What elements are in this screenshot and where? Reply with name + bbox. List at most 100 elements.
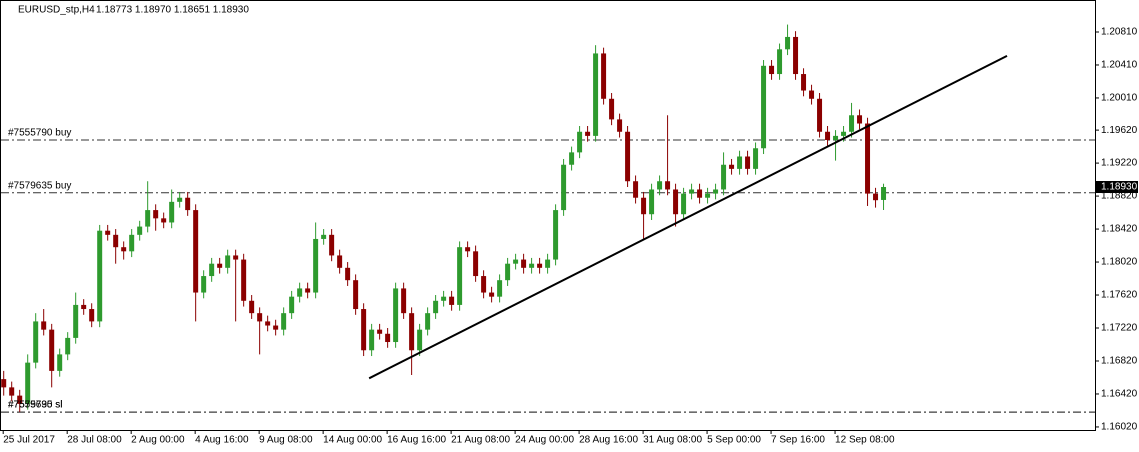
x-tick-label: 24 Aug 00:00 — [515, 435, 574, 446]
candle-body — [569, 152, 575, 165]
candle-body — [593, 53, 599, 136]
candle-body — [1, 379, 7, 388]
candle-body — [281, 313, 287, 330]
candle-body — [545, 259, 551, 268]
candle-body — [809, 90, 815, 99]
y-tick-label: 1.20810 — [1101, 27, 1138, 38]
candle-body — [249, 300, 255, 314]
candle-body — [577, 131, 583, 153]
candle-body — [25, 362, 31, 404]
candle-body — [225, 255, 231, 268]
candle-body — [641, 197, 647, 215]
candle-body — [505, 263, 511, 281]
candle-body — [161, 218, 167, 223]
candle-body — [201, 276, 207, 293]
y-tick-label: 1.18820 — [1101, 191, 1138, 202]
y-tick-label: 1.18420 — [1101, 224, 1138, 235]
candle-body — [121, 247, 127, 252]
candle-body — [209, 263, 215, 277]
candle-body — [89, 309, 95, 322]
candle-body — [185, 197, 191, 211]
candle-body — [257, 313, 263, 322]
y-tick-label: 1.19620 — [1101, 125, 1138, 136]
candle-body — [865, 123, 871, 194]
candle-body — [313, 238, 319, 293]
candle-body — [97, 230, 103, 322]
candle-body — [49, 329, 55, 371]
trendline — [368, 55, 1008, 380]
candle-body — [817, 98, 823, 132]
y-tick-label: 1.16020 — [1101, 422, 1138, 433]
candle-body — [153, 210, 159, 219]
candle-body — [705, 193, 711, 198]
x-tick-label: 4 Aug 16:00 — [195, 435, 249, 446]
candle-body — [9, 387, 15, 396]
candle-body — [529, 263, 535, 268]
candle-body — [353, 280, 359, 310]
candle-body — [457, 247, 463, 305]
candle-body — [177, 197, 183, 202]
candle-body — [273, 325, 279, 330]
candle-body — [41, 321, 47, 330]
candle-body — [753, 148, 759, 169]
candle-body — [649, 189, 655, 215]
candle-body — [81, 304, 87, 310]
candle-body — [345, 267, 351, 281]
candle-body — [561, 164, 567, 211]
candle-body — [145, 210, 151, 227]
order-label: #7555790 sl — [8, 400, 63, 411]
x-tick-label: 9 Aug 08:00 — [259, 435, 313, 446]
candle-body — [401, 288, 407, 314]
candle-body — [609, 98, 615, 120]
candle-body — [585, 131, 591, 136]
candle-body — [745, 156, 751, 169]
candle-body — [57, 354, 63, 371]
candle-body — [329, 234, 335, 256]
candle-body — [689, 189, 695, 194]
x-tick-label: 21 Aug 08:00 — [451, 435, 510, 446]
x-tick-label: 5 Sep 00:00 — [707, 435, 761, 446]
candle-body — [721, 164, 727, 190]
x-tick-label: 14 Aug 00:00 — [323, 435, 382, 446]
y-tick-label: 1.16420 — [1101, 389, 1138, 400]
x-tick-label: 2 Aug 00:00 — [131, 435, 185, 446]
candle-body — [873, 193, 879, 201]
candle-body — [513, 259, 519, 264]
candle-body — [825, 131, 831, 141]
candle-body — [881, 187, 887, 200]
candle-body — [697, 189, 703, 198]
candle-body — [129, 234, 135, 252]
candle-body — [465, 247, 471, 252]
candle-body — [361, 309, 367, 351]
x-tick-label: 28 Aug 16:00 — [579, 435, 638, 446]
candle-body — [217, 263, 223, 268]
candle-body — [449, 296, 455, 305]
candle-body — [625, 131, 631, 182]
candle-body — [657, 181, 663, 190]
x-tick-label: 25 Jul 2017 — [3, 435, 55, 446]
x-tick-label: 16 Aug 16:00 — [387, 435, 446, 446]
candle-body — [633, 181, 639, 198]
candle-body — [377, 329, 383, 334]
candle-body — [113, 234, 119, 248]
x-tick-label: 12 Sep 08:00 — [835, 435, 895, 446]
candle-body — [441, 296, 447, 301]
candle-body — [409, 313, 415, 351]
chart-title: EURUSD_stp,H4 — [18, 5, 95, 16]
candle-body — [193, 210, 199, 293]
y-tick-label: 1.18020 — [1101, 257, 1138, 268]
candle-body — [769, 65, 775, 75]
candle-body — [793, 36, 799, 75]
candle-body — [713, 189, 719, 194]
order-label: #7579635 sl — [8, 400, 63, 411]
y-tick-label: 1.19220 — [1101, 158, 1138, 169]
order-label: #7555790 buy — [8, 128, 71, 139]
candle-body — [729, 164, 735, 169]
y-tick-label: 1.20010 — [1101, 93, 1138, 104]
order-label: #7579635 buy — [8, 180, 71, 191]
candle-body — [537, 263, 543, 268]
candle-body — [473, 251, 479, 277]
candle-body — [737, 156, 743, 169]
candle-body — [393, 288, 399, 343]
y-tick-label: 1.17220 — [1101, 323, 1138, 334]
